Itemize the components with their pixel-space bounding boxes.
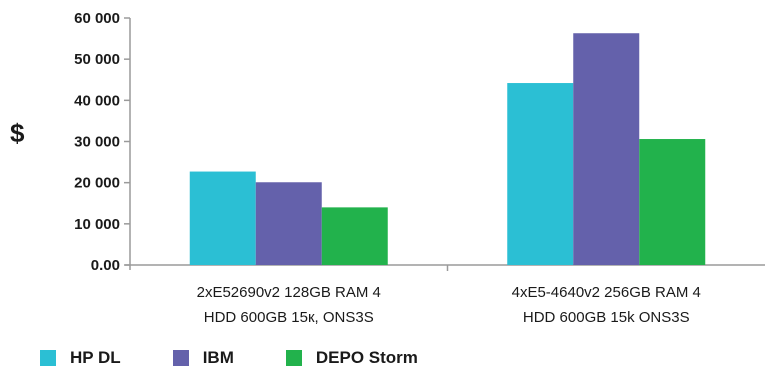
x-category-label: HDD 600GB 15к, ONS3S: [204, 309, 374, 326]
x-axis-categories: 2xE52690v2 128GB RAM 4 HDD 600GB 15к, ONS…: [197, 265, 701, 326]
y-axis-label: $: [10, 118, 25, 148]
legend-swatch-depo-storm: [285, 350, 302, 366]
x-category-label: HDD 600GB 15k ONS3S: [523, 309, 690, 326]
legend-label-depo-storm: DEPO Storm: [315, 348, 418, 367]
legend: HP DL IBM DEPO Storm: [40, 348, 470, 368]
bar-hp-dl-0: [189, 171, 256, 265]
y-tick-label: 10 000: [74, 216, 120, 233]
legend-label-ibm: IBM: [202, 348, 234, 367]
x-category-label: 4xE5-4640v2 256GB RAM 4: [512, 284, 701, 301]
bar-depo-storm-1: [639, 139, 706, 265]
legend-item-depo-storm: DEPO Storm: [285, 348, 418, 368]
chart-bars: [189, 33, 706, 266]
legend-item-ibm: IBM: [172, 348, 234, 368]
legend-label-hp-dl: HP DL: [70, 348, 121, 367]
y-tick-label: 30 000: [74, 134, 120, 151]
y-tick-label: 40 000: [74, 92, 120, 109]
bar-ibm-0: [255, 182, 322, 265]
legend-item-hp-dl: HP DL: [40, 348, 121, 368]
bar-hp-dl-1: [507, 83, 574, 265]
legend-swatch-hp-dl: [40, 350, 56, 366]
bar-depo-storm-0: [321, 207, 388, 265]
legend-swatch-ibm: [172, 350, 189, 366]
y-tick-label: 50 000: [74, 51, 120, 68]
y-tick-label: 20 000: [74, 175, 120, 192]
y-axis-ticks: 0.00 10 000 20 000 30 000 40 000 50 000 60 000: [74, 10, 130, 274]
y-tick-label: 0.00: [91, 257, 120, 274]
bar-ibm-1: [573, 33, 640, 266]
y-tick-label: 60 000: [74, 10, 120, 27]
x-category-label: 2xE52690v2 128GB RAM 4: [197, 284, 381, 301]
